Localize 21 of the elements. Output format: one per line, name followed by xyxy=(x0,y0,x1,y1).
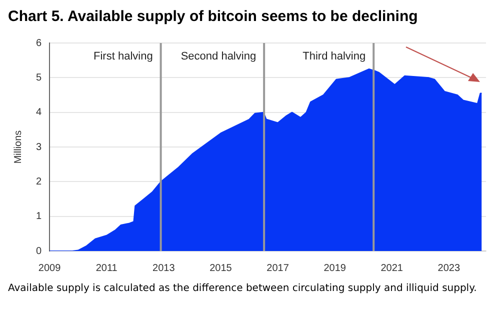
ref-line-label: Second halving xyxy=(180,50,256,63)
y-tick-label: 0 xyxy=(36,246,42,257)
y-tick-label: 4 xyxy=(36,107,42,118)
x-tick-label: 2017 xyxy=(266,262,290,274)
y-tick-label: 6 xyxy=(36,38,42,49)
ref-line-label: Third halving xyxy=(302,50,366,63)
y-tick-label: 3 xyxy=(36,142,42,153)
x-tick-label: 2021 xyxy=(380,262,404,274)
x-tick-label: 2019 xyxy=(324,262,346,274)
y-axis-title: Millions xyxy=(12,130,24,164)
chart-title: Chart 5. Available supply of bitcoin seems to be declining xyxy=(8,8,419,25)
x-tick-label: 2023 xyxy=(438,262,460,274)
y-tick-label: 2 xyxy=(36,176,42,188)
text: Available supply is calculated as the difference between circulating supply and illiquid supply. xyxy=(8,283,478,294)
x-tick-label: 2013 xyxy=(152,262,176,274)
x-tick-label: 2009 xyxy=(38,262,62,274)
y-tick-label: 1 xyxy=(36,211,42,222)
ref-line-label: First halving xyxy=(94,50,153,63)
x-tick-label: 2011 xyxy=(96,262,118,274)
y-tick-label: 5 xyxy=(36,72,42,84)
x-tick-label: 2015 xyxy=(210,262,232,274)
